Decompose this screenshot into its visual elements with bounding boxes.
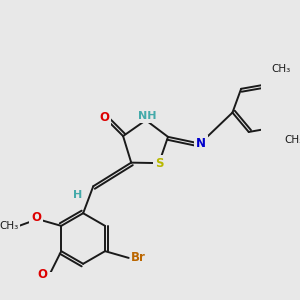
Text: O: O: [100, 111, 110, 124]
Text: CH₃: CH₃: [271, 64, 290, 74]
Text: N: N: [196, 137, 206, 150]
Text: O: O: [38, 268, 48, 281]
Text: Br: Br: [131, 251, 146, 264]
Text: O: O: [31, 211, 41, 224]
Text: CH₃: CH₃: [0, 221, 19, 231]
Text: CH₃: CH₃: [284, 135, 300, 145]
Text: NH: NH: [138, 111, 157, 121]
Text: H: H: [74, 190, 83, 200]
Text: S: S: [155, 157, 163, 169]
